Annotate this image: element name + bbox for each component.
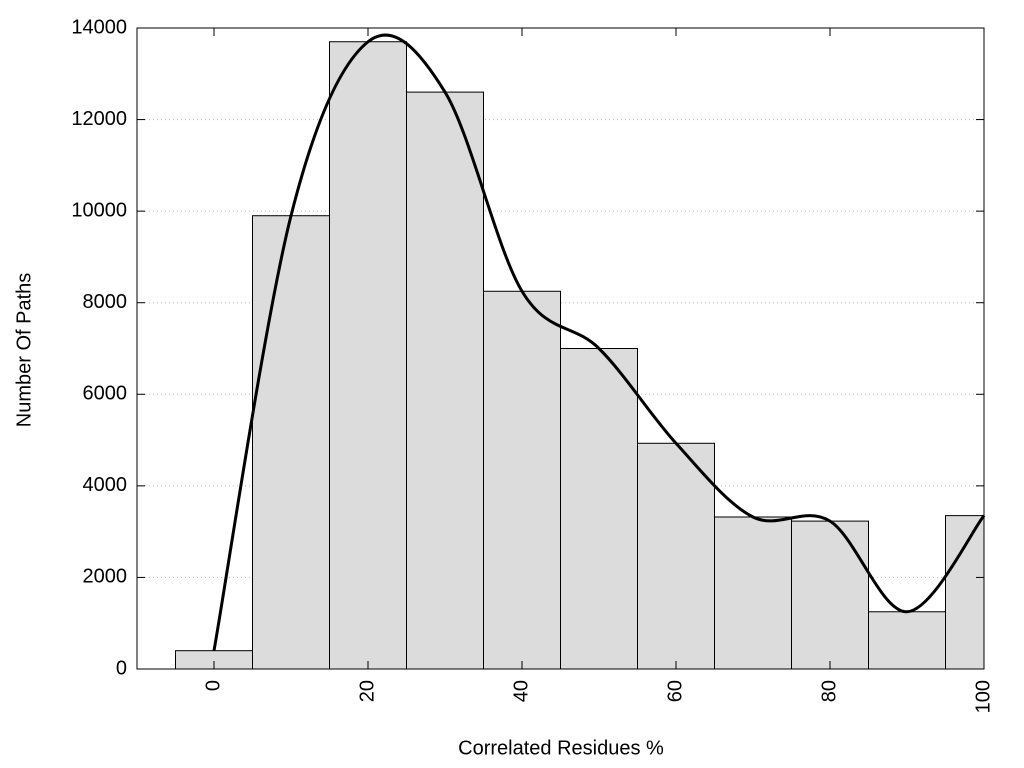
bar [252,215,330,669]
overlay: 0 2000 4000 6000 8000 10000 12000 14000 0 20 40 60 8… [71,16,994,713]
x-tick-label: 0 [202,680,224,691]
bar [791,520,869,669]
y-tick-label: 8000 [83,291,128,313]
bars [175,41,984,669]
x-tick-label: 40 [510,680,532,702]
bar [329,41,407,669]
bar [714,516,792,669]
y-axis-label: Number Of Paths [13,273,35,428]
x-tick-label: 60 [664,680,686,702]
bar [637,442,715,669]
y-tick-label: 4000 [83,474,128,496]
y-tick-label: 6000 [83,383,128,405]
x-axis-label: Correlated Residues % [458,737,664,759]
y-tick-label: 2000 [83,566,128,588]
y-tick-label: 12000 [71,108,127,130]
bar [945,515,984,669]
bar [406,91,484,669]
plot-frame [136,27,985,670]
x-tick-label: 100 [972,680,994,713]
y-tick-label: 10000 [71,199,127,221]
x-tick-label: 20 [356,680,378,702]
bar [483,290,561,669]
x-tick-label: 80 [818,680,840,702]
bar [868,611,946,669]
smooth-curve [212,33,986,651]
y-tick-label: 0 [116,657,127,679]
y-tick-label: 14000 [71,16,127,38]
bar [560,348,638,669]
